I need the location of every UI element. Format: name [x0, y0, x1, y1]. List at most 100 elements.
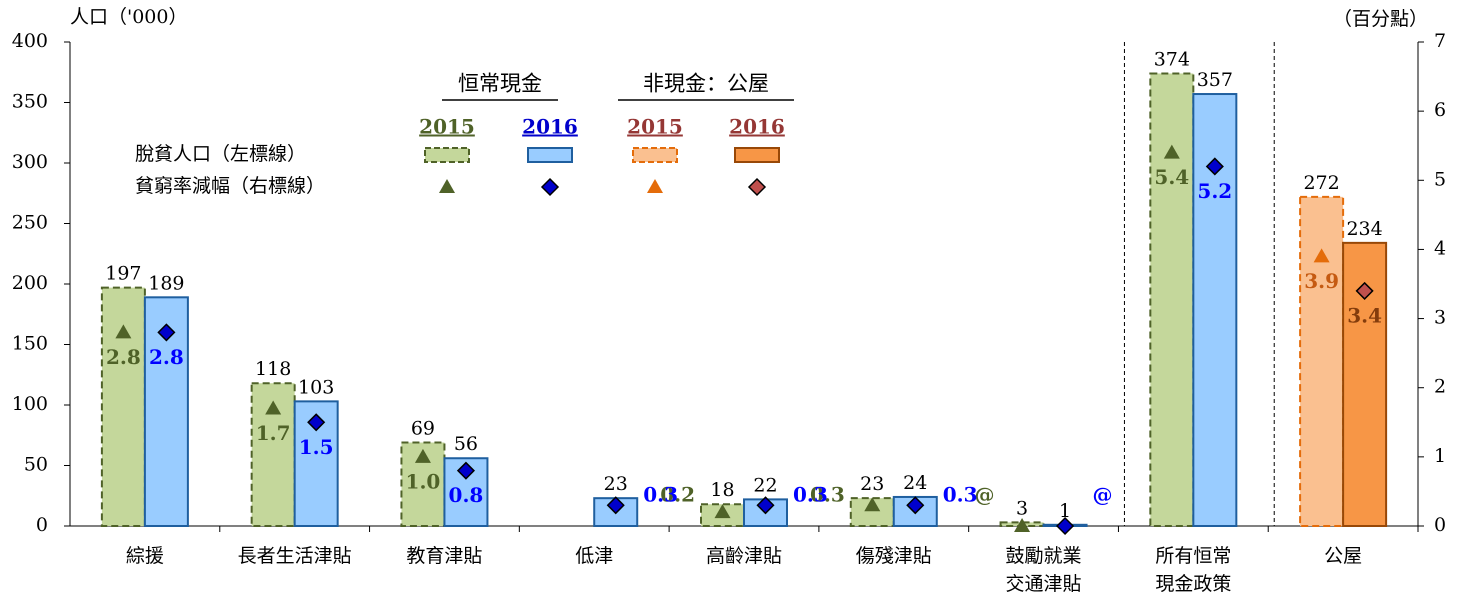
x-tick-label: 高齡津貼 [706, 545, 782, 567]
bar-value-label: 24 [903, 472, 927, 494]
legend-year: 2016 [729, 115, 785, 139]
legend-year: 2015 [419, 115, 475, 139]
bar-value-label: 118 [255, 358, 291, 380]
legend-year: 2015 [627, 115, 683, 139]
marker [1055, 516, 1075, 536]
bar [1299, 195, 1345, 527]
bar-value-label: 69 [411, 418, 435, 440]
bar-value-label: 189 [148, 272, 184, 294]
bar [293, 400, 339, 527]
legend-marker [647, 179, 663, 193]
marker [265, 400, 282, 415]
y2-axis-title: （百分點） [1333, 8, 1428, 30]
y-tick-label: 0 [36, 514, 48, 536]
marker [906, 496, 925, 515]
marker-value-label: 0.3 [943, 483, 978, 507]
marker [756, 496, 775, 515]
legend-swatch [632, 147, 678, 163]
y2-tick-label: 7 [1434, 30, 1446, 52]
x-tick-label: 公屋 [1324, 545, 1362, 567]
x-tick-label: 低津 [575, 545, 613, 567]
marker-value-label: 3.4 [1347, 303, 1382, 327]
y2-tick-label: 5 [1434, 168, 1446, 190]
marker [414, 448, 431, 463]
marker-value-label: 0.2 [660, 483, 695, 507]
bar-value-label: 272 [1303, 172, 1339, 194]
marker [456, 461, 476, 480]
bar-value-label: 56 [454, 433, 478, 455]
marker [307, 413, 326, 432]
marker [714, 504, 731, 519]
y-tick-label: 400 [12, 30, 48, 52]
marker-value-label: 0.3 [643, 483, 678, 507]
marker-value-label: 0.3 [810, 483, 845, 507]
legend-swatch [424, 147, 470, 163]
y-tick-label: 50 [24, 454, 48, 476]
marker-value-label: 1.5 [299, 435, 334, 459]
legend-swatch [734, 147, 780, 163]
marker-value-label: 5.4 [1154, 165, 1189, 189]
marker-value-label: 2.8 [106, 345, 141, 369]
bar-value-label: 1 [1059, 500, 1071, 522]
bar [400, 441, 446, 528]
marker [1355, 281, 1374, 300]
marker-value-label: 5.2 [1197, 179, 1232, 203]
bar-value-label: 18 [710, 479, 734, 501]
y-tick-label: 150 [12, 333, 48, 355]
legend-marker [439, 179, 455, 193]
marker [1163, 144, 1180, 159]
marker [115, 324, 132, 339]
legend-marker [747, 177, 767, 197]
bar-value-label: 22 [753, 474, 777, 496]
y-tick-label: 200 [12, 272, 48, 294]
bar [100, 286, 146, 527]
legend-marker [540, 177, 560, 197]
y2-tick-label: 0 [1434, 514, 1446, 536]
x-tick-label: 傷殘津貼 [856, 545, 932, 567]
x-tick-label: 交通津貼 [1006, 573, 1082, 595]
y2-tick-label: 6 [1434, 99, 1446, 121]
marker-value-label: 3.9 [1304, 269, 1339, 293]
x-tick-label: 教育津貼 [406, 545, 482, 567]
bar-value-label: 374 [1154, 48, 1190, 70]
y-tick-label: 350 [12, 91, 48, 113]
y2-tick-label: 1 [1434, 445, 1446, 467]
legend-swatch [527, 147, 573, 163]
y-tick-label: 300 [12, 151, 48, 173]
marker-value-label: 0.3 [793, 483, 828, 507]
bar-value-label: 23 [860, 473, 884, 495]
marker-value-label: 1.0 [406, 469, 441, 493]
marker [606, 496, 625, 515]
x-tick-label: 所有恒常 [1155, 545, 1231, 567]
marker [864, 497, 881, 512]
marker [1313, 248, 1330, 263]
marker [1014, 518, 1031, 532]
bar-value-label: 357 [1197, 69, 1233, 91]
bar-value-label: 23 [604, 473, 628, 495]
legend-group: 非現金：公屋 [643, 72, 769, 96]
y-axis-title: 人口（'000） [70, 6, 188, 28]
legend-row-label: 脫貧人口（左標線） [135, 143, 306, 165]
y2-tick-label: 4 [1434, 237, 1446, 259]
bar-value-label: 197 [105, 263, 141, 285]
marker [1205, 157, 1224, 176]
x-tick-label: 鼓勵就業 [1006, 545, 1082, 567]
marker-value-label: 1.7 [256, 421, 291, 445]
y-tick-label: 100 [12, 393, 48, 415]
y2-tick-label: 3 [1434, 307, 1446, 329]
legend-row-label: 貧窮率減幅（右標線） [135, 175, 325, 197]
marker-value-label: @ [975, 483, 995, 507]
bar-value-label: 3 [1016, 497, 1028, 519]
marker-value-label: @ [1093, 483, 1113, 507]
x-tick-label: 現金政策 [1155, 573, 1231, 595]
marker-value-label: 2.8 [149, 345, 184, 369]
y-tick-label: 250 [12, 212, 48, 234]
bar-value-label: 234 [1346, 218, 1382, 240]
marker [157, 323, 176, 342]
x-tick-label: 長者生活津貼 [238, 545, 352, 567]
bar [1149, 72, 1195, 528]
marker-value-label: 0.8 [449, 483, 484, 507]
y2-tick-label: 2 [1434, 376, 1446, 398]
legend-group: 恒常現金 [458, 72, 542, 96]
